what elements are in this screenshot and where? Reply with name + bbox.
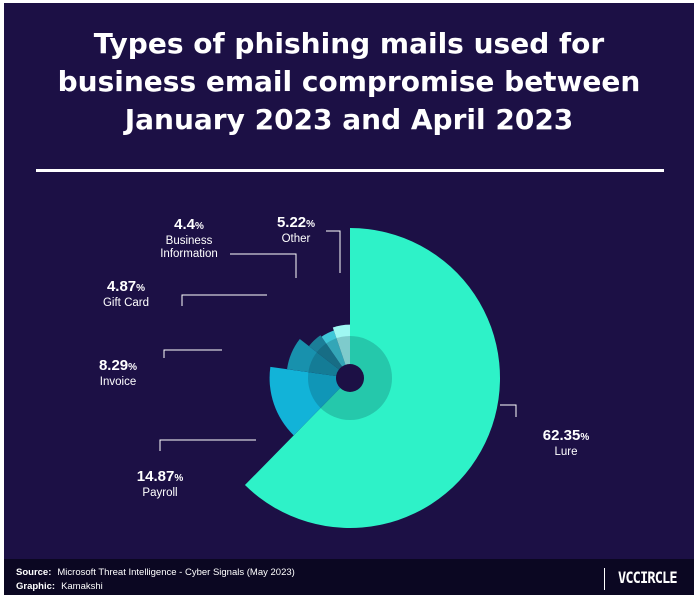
data-label-business-information: 4.4% xyxy=(174,216,204,233)
title-divider xyxy=(36,169,664,172)
leader-line-invoice xyxy=(163,349,222,358)
graphic-credit-text: Kamakshi xyxy=(61,581,103,592)
graphic-key: Graphic: xyxy=(16,581,56,592)
category-label-business-information: Information xyxy=(160,248,218,260)
chart-labels: 62.35% Lure 14.87% Payroll 8.29% Invoice 4.87%… xyxy=(99,214,589,499)
pie-slice-lure xyxy=(244,228,501,528)
data-label-lure: 62.35% xyxy=(543,427,590,444)
pie-slice-other xyxy=(332,324,350,378)
source-line: Source: Microsoft Threat Intelligence - C… xyxy=(16,567,295,578)
data-label-invoice: 8.29% xyxy=(99,357,137,374)
leader-line-gift-card xyxy=(181,294,267,306)
data-label-payroll: 14.87% xyxy=(137,468,184,485)
leader-line-business-information xyxy=(230,253,297,278)
category-label-gift-card: Gift Card xyxy=(103,297,149,309)
chart-slices xyxy=(244,228,501,528)
infographic-frame: Types of phishing mails used for busines… xyxy=(4,3,694,595)
chart-title: Types of phishing mails used for busines… xyxy=(4,25,694,139)
footer-bar: Source: Microsoft Threat Intelligence - C… xyxy=(4,559,694,595)
brand-separator xyxy=(604,568,605,590)
pie-slice-invoice xyxy=(287,338,350,378)
pie-slice-gift-card xyxy=(308,335,350,378)
title-line: Types of phishing mails used for xyxy=(93,27,605,60)
category-label-business-information: Business xyxy=(166,235,213,247)
title-line: business email compromise between xyxy=(57,65,641,98)
chart-leader-lines xyxy=(159,230,517,451)
radial-pie-chart: 62.35% Lure 14.87% Payroll 8.29% Invoice 4.87%… xyxy=(99,214,589,528)
category-label-payroll: Payroll xyxy=(142,487,177,499)
graphic-credit-line: Graphic: Kamakshi xyxy=(16,581,103,592)
source-text: Microsoft Threat Intelligence - Cyber Si… xyxy=(57,567,295,578)
leader-line-lure xyxy=(500,404,517,417)
data-label-other: 5.22% xyxy=(277,214,315,231)
center-hole xyxy=(336,364,364,392)
pie-slice-payroll xyxy=(269,366,350,436)
brand-logo: VCCIRCLE xyxy=(618,568,678,587)
category-label-invoice: Invoice xyxy=(100,376,136,388)
category-label-lure: Lure xyxy=(554,446,577,458)
category-label-other: Other xyxy=(282,233,311,245)
data-label-gift-card: 4.87% xyxy=(107,278,145,295)
title-line: January 2023 and April 2023 xyxy=(124,103,574,136)
leader-line-other xyxy=(326,230,341,273)
source-key: Source: xyxy=(16,567,52,578)
leader-line-payroll xyxy=(159,439,256,451)
